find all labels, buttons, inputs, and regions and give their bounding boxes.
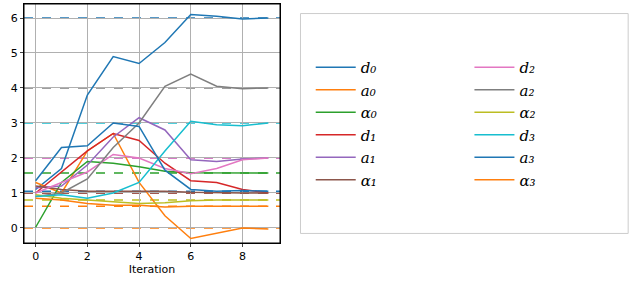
svg-text:d₃: d₃ [519, 127, 535, 145]
svg-text:6: 6 [187, 250, 194, 263]
svg-text:5: 5 [11, 47, 18, 60]
svg-text:Iteration: Iteration [129, 263, 176, 276]
svg-text:a₁: a₁ [361, 149, 376, 167]
svg-text:6: 6 [11, 12, 18, 25]
svg-text:2: 2 [84, 250, 91, 263]
svg-text:0: 0 [32, 250, 39, 263]
svg-text:3: 3 [11, 117, 18, 130]
svg-text:8: 8 [239, 250, 246, 263]
svg-text:4: 4 [136, 250, 143, 263]
svg-text:α₁: α₁ [361, 172, 377, 190]
svg-text:d₀: d₀ [361, 59, 377, 77]
svg-text:2: 2 [11, 152, 18, 165]
svg-text:a₂: a₂ [519, 82, 534, 100]
svg-text:0: 0 [11, 222, 18, 235]
svg-text:a₃: a₃ [519, 149, 534, 167]
svg-text:d₂: d₂ [519, 59, 535, 77]
svg-text:α₂: α₂ [519, 104, 535, 122]
svg-text:d₁: d₁ [361, 127, 377, 145]
svg-text:4: 4 [11, 82, 18, 95]
svg-text:α₃: α₃ [519, 172, 535, 190]
svg-text:a₀: a₀ [361, 82, 376, 100]
svg-text:1: 1 [11, 187, 18, 200]
svg-text:α₀: α₀ [361, 104, 377, 122]
